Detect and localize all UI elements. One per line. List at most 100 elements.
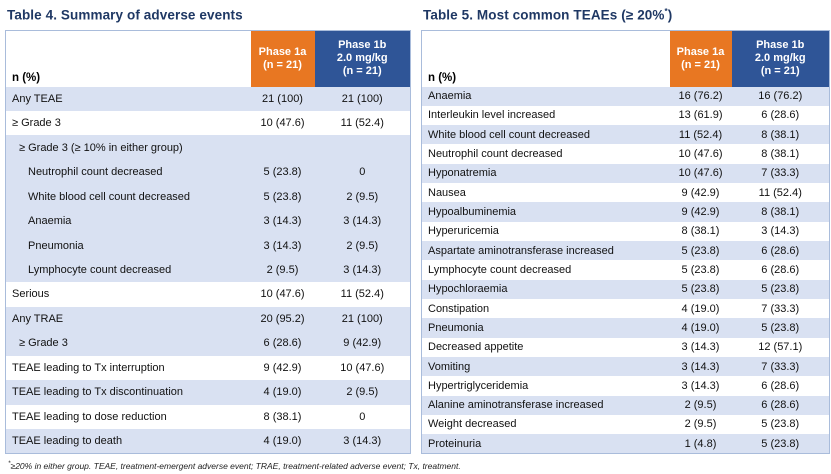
row-value-phase-1b: 2 (9.5): [346, 190, 379, 203]
row-value-phase-1b: 3 (14.3): [343, 435, 382, 448]
corner-header-n-pct: n (%): [421, 30, 670, 87]
row-value-phase-1a: 2 (9.5): [266, 264, 299, 277]
row-value-phase-1a: 4 (19.0): [681, 302, 720, 315]
table-row: TEAE leading to Tx interruption 9 (42.9) 1…: [6, 356, 411, 380]
table-row: Proteinuria 1 (4.8) 5 (23.8): [421, 434, 830, 454]
row-label: Weight decreased: [428, 418, 517, 431]
row-value-phase-1b: 12 (57.1): [758, 341, 803, 354]
header-row: n (%) Phase 1a (n = 21) Phase 1b 2.0 mg/kg (n…: [5, 30, 411, 87]
row-value-phase-1b: 5 (23.8): [761, 283, 800, 296]
row-label: Pneumonia: [428, 321, 484, 334]
table-row: Weight decreased 2 (9.5) 5 (23.8): [422, 415, 830, 434]
table-row: Hyperuricemia 8 (38.1) 3 (14.3): [422, 222, 830, 241]
header-row: n (%) Phase 1a (n = 21) Phase 1b 2.0 mg/kg (n…: [421, 30, 830, 87]
row-label: Aspartate aminotransferase increased: [428, 244, 614, 257]
row-label: Hypertriglyceridemia: [428, 379, 529, 392]
table-row: Interleukin level increased 13 (61.9) 6 (2…: [422, 106, 830, 125]
row-value-phase-1a: 1 (4.8): [684, 437, 717, 450]
row-value-phase-1b: 3 (14.3): [761, 225, 800, 238]
adverse-events-summary-table: n (%) Phase 1a (n = 21) Phase 1b 2.0 mg/kg (n…: [5, 29, 411, 455]
row-label: Hypochloraemia: [428, 283, 508, 296]
table-row: Hypochloraemia 5 (23.8) 5 (23.8): [421, 279, 830, 299]
row-label: Hyperuricemia: [428, 225, 499, 238]
table-row: Constipation 4 (19.0) 7 (33.3): [422, 299, 830, 318]
row-label: TEAE leading to Tx discontinuation: [12, 386, 184, 399]
footnote-asterisk: *: [8, 460, 11, 468]
row-value-phase-1a: 20 (95.2): [260, 312, 305, 325]
table5-title: Table 5. Most common TEAEs (≥ 20%*): [423, 3, 829, 24]
row-value-phase-1a: 3 (14.3): [681, 360, 720, 373]
row-value-phase-1b: 11 (52.4): [340, 117, 384, 130]
row-label: Any TEAE: [12, 92, 63, 105]
table-row: TEAE leading to Tx discontinuation 4 (19.…: [5, 380, 411, 405]
row-value-phase-1a: 3 (14.3): [263, 239, 302, 252]
row-label: Hypoalbuminemia: [428, 206, 517, 219]
row-label: TEAE leading to Tx interruption: [12, 361, 165, 374]
row-value-phase-1a: 9 (42.9): [681, 186, 720, 199]
row-label: Lymphocyte count decreased: [28, 264, 172, 277]
table-row: Vomiting 3 (14.3) 7 (33.3): [421, 356, 830, 377]
table5-title-text: Table 5. Most common TEAEs (≥ 20%: [423, 7, 665, 23]
table-row: White blood cell count decreased 11 (52.4…: [421, 125, 830, 145]
table-row: ≥ Grade 3 (≥ 10% in either group): [5, 135, 411, 160]
row-value-phase-1b: [315, 135, 411, 159]
row-value-phase-1b: 8 (38.1): [761, 148, 800, 161]
row-label: Anaemia: [428, 90, 472, 103]
row-value-phase-1a: 10 (47.6): [260, 288, 305, 301]
table5-title-asterisk: *: [664, 7, 668, 16]
row-value-phase-1a: 21 (100): [262, 92, 303, 105]
row-value-phase-1a: 5 (23.8): [681, 263, 720, 276]
row-value-phase-1b: 2 (9.5): [346, 239, 379, 252]
table-row: Serious 10 (47.6) 11 (52.4): [6, 282, 411, 306]
row-label: Anaemia: [28, 215, 72, 228]
row-value-phase-1a: 5 (23.8): [681, 283, 720, 296]
table-row: ≥ Grade 3 10 (47.6) 11 (52.4): [6, 111, 411, 135]
row-value-phase-1a: 8 (38.1): [681, 225, 720, 238]
row-value-phase-1b: 7 (33.3): [761, 302, 800, 315]
row-label: ≥ Grade 3 (≥ 10% in either group): [19, 141, 183, 154]
row-value-phase-1b: 6 (28.6): [761, 379, 800, 392]
row-value-phase-1a: 10 (47.6): [678, 148, 723, 161]
table-row: Any TEAE 21 (100) 21 (100): [5, 86, 411, 111]
row-value-phase-1a: 2 (9.5): [684, 399, 717, 412]
row-label: Hyponatremia: [428, 167, 497, 180]
row-value-phase-1a: 9 (42.9): [681, 206, 720, 219]
table-row: ≥ Grade 3 6 (28.6) 9 (42.9): [5, 331, 411, 356]
table4-title: Table 4. Summary of adverse events: [7, 3, 410, 24]
row-value-phase-1a: 10 (47.6): [678, 167, 723, 180]
row-label: Vomiting: [428, 360, 471, 373]
table-row: Pneumonia 4 (19.0) 5 (23.8): [421, 318, 830, 338]
row-label: Any TRAE: [12, 312, 64, 325]
row-value-phase-1a: 10 (47.6): [260, 117, 305, 130]
row-value-phase-1a: 11 (52.4): [678, 128, 723, 141]
corner-header-n-pct: n (%): [5, 30, 251, 87]
row-label: Constipation: [428, 302, 490, 315]
row-value-phase-1b: 5 (23.8): [761, 321, 800, 334]
row-label: White blood cell count decreased: [428, 128, 591, 141]
row-value-phase-1a: 5 (23.8): [263, 190, 302, 203]
row-label: Neutrophil count decreased: [28, 166, 163, 179]
row-value-phase-1b: 7 (33.3): [761, 360, 800, 373]
row-value-phase-1b: 8 (38.1): [761, 206, 800, 219]
row-label: Neutrophil count decreased: [428, 148, 563, 161]
row-label: Pneumonia: [28, 239, 84, 252]
table-row: Alanine aminotransferase increased 2 (9.5…: [421, 395, 830, 415]
row-value-phase-1a: 5 (23.8): [681, 244, 720, 257]
row-value-phase-1a: 3 (14.3): [263, 215, 302, 228]
footnote: *≥20% in either group. TEAE, treatment-e…: [8, 458, 831, 472]
row-value-phase-1b: 10 (47.6): [340, 361, 385, 374]
row-value-phase-1b: 0: [359, 166, 366, 179]
row-label: Alanine aminotransferase increased: [428, 399, 604, 412]
row-value-phase-1a: 3 (14.3): [681, 341, 720, 354]
table5-title-suffix: ): [667, 7, 673, 23]
row-value-phase-1b: 6 (28.6): [761, 109, 800, 122]
row-value-phase-1a: 13 (61.9): [678, 109, 723, 122]
row-value-phase-1b: 7 (33.3): [761, 167, 800, 180]
footnote-text: ≥20% in either group. TEAE, treatment-em…: [10, 460, 461, 471]
column-header-phase-1b: Phase 1b 2.0 mg/kg (n = 21): [731, 30, 830, 87]
row-value-phase-1a: 16 (76.2): [678, 90, 723, 103]
table-row: Anaemia 3 (14.3) 3 (14.3): [5, 208, 411, 234]
table-row: Lymphocyte count decreased 5 (23.8) 6 (28.…: [422, 260, 830, 279]
column-header-phase-1b: Phase 1b 2.0 mg/kg (n = 21): [314, 30, 411, 87]
row-label: Decreased appetite: [428, 341, 524, 354]
